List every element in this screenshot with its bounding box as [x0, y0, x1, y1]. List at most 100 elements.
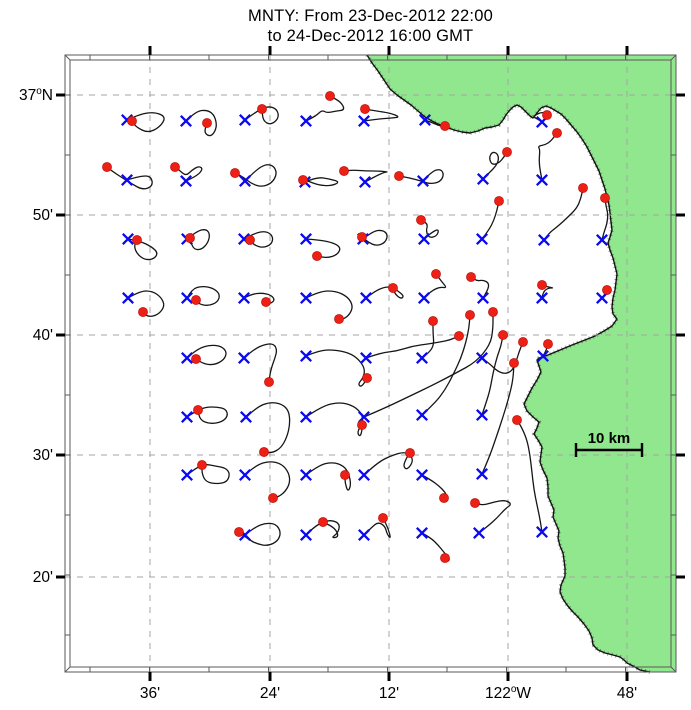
x-axis-label-4: 48': [617, 685, 637, 702]
end-marker-dot: [132, 235, 142, 245]
y-axis-label-0: 37oN: [19, 86, 53, 104]
end-marker-dot: [518, 337, 528, 347]
end-marker-dot: [439, 493, 449, 503]
y-axis-label-4: 20': [33, 569, 53, 586]
y-axis-label-2: 40': [33, 327, 53, 344]
start-marker-x: [238, 174, 252, 188]
drifter-trajectory: [538, 132, 558, 181]
start-marker-x: [536, 349, 550, 363]
drifter-trajectory: [423, 273, 447, 299]
drifter-trajectory: [365, 335, 460, 359]
end-marker-dot: [360, 104, 370, 114]
scale-bar: [574, 443, 644, 457]
end-marker-dot: [234, 527, 244, 537]
end-marker-dot: [191, 354, 201, 364]
end-marker-dot: [416, 215, 426, 225]
x-axis-label-1: 24': [260, 685, 280, 702]
drifter-trajectory: [474, 500, 511, 534]
drifter-trajectory: [421, 320, 435, 359]
drifter-trajectory: [174, 166, 203, 182]
drifter-trajectory: [238, 522, 281, 546]
start-marker-x: [357, 528, 371, 542]
drifter-trajectory: [470, 276, 490, 299]
drifter-trajectory: [361, 229, 388, 246]
start-marker-x: [299, 468, 313, 482]
scale-bar-label: 10 km: [588, 430, 631, 447]
y-axis-label-1: 50': [33, 207, 53, 224]
drifter-trajectory: [186, 464, 230, 485]
drifter-trajectory: [482, 151, 508, 180]
frame-corner-bevel: [64, 666, 71, 673]
drifter-trajectory: [481, 200, 500, 240]
drifter-trajectory: [243, 231, 274, 248]
end-marker-dot: [138, 307, 148, 317]
start-marker-x: [476, 172, 490, 186]
end-marker-dot: [537, 280, 547, 290]
start-marker-x: [416, 174, 430, 188]
end-marker-dot: [257, 104, 267, 114]
end-marker-dot: [312, 251, 322, 261]
start-marker-x: [180, 351, 194, 365]
end-marker-dot: [245, 235, 255, 245]
frame-corner-bevel: [670, 666, 677, 673]
coast-stipple: [365, 53, 651, 674]
start-marker-x: [299, 349, 313, 363]
start-marker-x: [415, 408, 429, 422]
start-marker-x: [537, 233, 551, 247]
end-marker-dot: [230, 168, 240, 178]
end-marker-dot: [470, 498, 480, 508]
end-marker-dot: [197, 460, 207, 470]
drifter-trajectory: [305, 238, 341, 259]
start-marker-x: [299, 410, 313, 424]
start-marker-x: [180, 468, 194, 482]
y-axis-label-3: 30': [33, 447, 53, 464]
start-marker-x: [299, 291, 313, 305]
start-marker-x: [415, 351, 429, 365]
start-marker-x: [238, 113, 252, 127]
end-marker-dot: [268, 493, 278, 503]
start-marker-x: [121, 291, 135, 305]
start-marker-x: [595, 233, 609, 247]
drifter-trajectory: [601, 197, 609, 241]
frame-corner-bevel: [670, 54, 677, 61]
start-marker-x: [239, 410, 253, 424]
start-marker-x: [179, 174, 193, 188]
end-marker-dot: [388, 283, 398, 293]
end-marker-dot: [502, 147, 512, 157]
map-frame: [64, 54, 677, 673]
drifter-trajectory: [420, 219, 439, 240]
start-marker-x: [359, 351, 373, 365]
drifter-trajectory: [243, 292, 275, 304]
drifter-trajectory: [398, 169, 444, 185]
coastline: [366, 54, 651, 673]
start-marker-x: [475, 467, 489, 481]
start-marker-x: [535, 525, 549, 539]
figure-title: MNTY: From 23-Dec-2012 22:00 to 24-Dec-2…: [0, 6, 691, 46]
frame-outer: [64, 54, 677, 673]
drifter-trajectory: [365, 286, 404, 299]
drifter-trajectory: [245, 402, 291, 454]
start-marker-x: [417, 232, 431, 246]
end-marker-dot: [440, 121, 450, 131]
drifter-trajectory: [516, 419, 543, 533]
drifter-trajectory: [533, 111, 548, 123]
end-marker-dot: [102, 162, 112, 172]
end-marker-dot: [466, 272, 476, 282]
drifter-trajectory: [305, 290, 353, 320]
end-marker-dot: [602, 285, 612, 295]
start-marker-x: [359, 291, 373, 305]
end-marker-dot: [334, 314, 344, 324]
start-marker-x: [180, 291, 194, 305]
end-marker-dot: [552, 128, 562, 138]
start-marker-x: [299, 232, 313, 246]
drifter-trajectory: [541, 284, 554, 299]
end-marker-dot: [357, 420, 367, 430]
drifter-trajectory: [481, 341, 524, 374]
drifter-trajectory: [363, 311, 494, 418]
start-marker-x: [476, 291, 490, 305]
end-marker-dot: [600, 193, 610, 203]
drifter-trajectory: [185, 109, 217, 137]
end-marker-dot: [191, 295, 201, 305]
end-marker-dot: [543, 339, 553, 349]
